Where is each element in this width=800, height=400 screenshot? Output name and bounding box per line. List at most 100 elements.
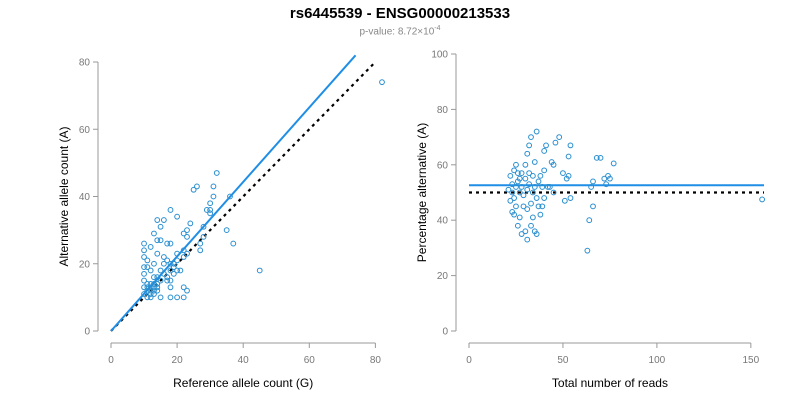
chart1-data-point (151, 230, 157, 237)
chart1-data-point (151, 260, 157, 267)
chart2-data-point (509, 189, 516, 196)
chart1-data-point (160, 254, 167, 260)
chart2-data-point (522, 228, 529, 235)
chart2-data-point (593, 154, 600, 161)
chart1-data-point (184, 233, 190, 240)
chart1-data-point (160, 217, 167, 223)
chart1-data-point (154, 287, 161, 294)
chart2-data-point (590, 178, 596, 185)
chart2-x-tick-label: 150 (743, 355, 760, 366)
chart1-x-tick-label: 80 (370, 355, 382, 366)
chart1-data-point (154, 237, 161, 244)
chart2-data-point (603, 181, 610, 188)
chart2-data-point (531, 184, 538, 190)
chart2-data-point (537, 172, 544, 179)
chart1-y-axis-label: Alternative allele count (A) (57, 126, 71, 266)
chart1-x-axis-label: Reference allele count (G) (173, 376, 313, 390)
chart1-data-point (190, 186, 197, 193)
chart2-data-point (528, 134, 534, 141)
chart1-data-point (180, 230, 187, 237)
chart1-data-point (147, 291, 154, 297)
chart1-data-point (154, 274, 161, 281)
chart2-data-point (507, 172, 514, 179)
chart1-data-point (223, 227, 230, 234)
chart2-data-point (526, 181, 533, 188)
chart1-x-tick-label: 20 (172, 355, 184, 366)
chart2-data-point (539, 184, 546, 190)
chart1-data-point (157, 277, 164, 284)
chart2-data-point (560, 170, 566, 177)
chart1-data-point (164, 274, 171, 281)
chart2-data-point (514, 170, 521, 177)
chart1-data-point (180, 254, 187, 260)
chart1-data-point (170, 270, 177, 277)
chart1-y-tick-label: 60 (79, 125, 91, 136)
chart1-data-point (151, 274, 157, 281)
chart2-data-point (541, 148, 548, 154)
chart2-data-point (514, 222, 521, 229)
chart2-data-point (513, 184, 519, 190)
chart1-data-point (184, 287, 190, 294)
chart1-data-point (164, 240, 171, 247)
chart1-data-point (184, 250, 190, 257)
chart2-data-point (533, 195, 540, 201)
chart2-data-point (565, 153, 572, 160)
chart2-data-point (597, 154, 604, 161)
chart2-data-point (567, 142, 574, 149)
chart1-data-point (174, 213, 180, 220)
chart1-data-point (177, 267, 184, 274)
chart2-data-point (511, 195, 517, 201)
chart2-data-point (507, 197, 514, 204)
chart1-data-point (167, 260, 174, 267)
chart2-x-axis-label: Total number of reads (552, 376, 668, 390)
chart1-x-tick-label: 0 (108, 355, 114, 366)
chart2-data-point (511, 167, 517, 174)
chart1-y-tick-label: 80 (79, 58, 91, 69)
chart2-data-point (526, 170, 533, 177)
chart2-data-point (520, 203, 527, 210)
chart1-data-point (160, 260, 167, 267)
chart1-y-tick-label: 0 (84, 327, 90, 338)
chart1-data-point (141, 264, 147, 271)
chart2-data-point (522, 161, 529, 168)
chart1-data-point (141, 270, 147, 277)
chart1-data-point (167, 240, 174, 247)
chart1-data-point (167, 277, 174, 284)
chart2-y-tick-label: 20 (437, 271, 449, 282)
chart1-data-point (200, 223, 207, 230)
chart2-y-tick-label: 0 (442, 327, 448, 338)
chart2-data-point (531, 159, 538, 165)
chart1-data-point (174, 294, 180, 301)
chart1-data-point (184, 227, 190, 234)
pvalue-exponent: -4 (434, 25, 441, 32)
chart1-y-tick-label: 40 (79, 192, 91, 203)
chart2-data-point (567, 195, 574, 201)
chart2-data-point (516, 214, 523, 221)
chart1-data-point (157, 237, 164, 244)
chart2-data-point (528, 200, 534, 207)
chart2-y-tick-label: 40 (437, 216, 449, 227)
chart1-data-point (227, 193, 233, 200)
chart1-data-point (141, 277, 147, 284)
chart2-data-point (537, 211, 544, 218)
chart2-data-point (505, 186, 512, 193)
chart2-y-tick-label: 80 (437, 105, 449, 116)
chart1-data-point (151, 284, 157, 291)
chart1-data-point (167, 294, 174, 301)
chart2-data-point (526, 142, 533, 149)
chart2-data-point (584, 247, 591, 254)
chart1-data-point (154, 217, 161, 223)
chart2-data-point (529, 189, 536, 196)
chart1-data-point (144, 257, 151, 264)
chart1-data-point (167, 267, 174, 274)
chart2-data-point (561, 197, 568, 204)
chart2-data-point (548, 159, 555, 165)
chart1-data-point (144, 281, 151, 287)
chart2-data-point (516, 189, 523, 196)
chart2-data-point (535, 178, 542, 185)
chart1-data-point (147, 267, 154, 274)
chart2-data-point (533, 231, 540, 237)
chart1-data-point (154, 281, 161, 287)
chart2-data-point (601, 175, 608, 182)
chart2-data-point (535, 203, 542, 210)
